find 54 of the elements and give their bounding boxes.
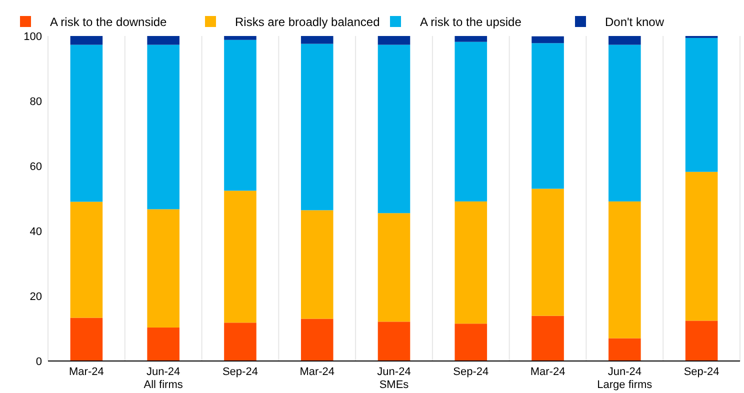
bar [300,210,334,319]
y-tick-label: 60 [30,160,42,173]
bar [454,42,488,202]
bar [532,188,564,316]
bar [224,36,256,40]
bar [608,36,641,45]
bar [300,44,334,210]
bar [608,338,641,361]
bar [378,36,410,45]
legend-label: A risk to the upside [420,15,522,29]
bar [532,316,564,361]
y-tick-label: 0 [36,356,42,368]
bar [378,322,410,361]
y-tick-label: 40 [30,226,42,238]
bar [532,36,564,44]
x-tick-label: Sep-24 [453,366,489,378]
bar [147,328,180,361]
bar [608,201,641,338]
bar [147,36,180,45]
bar [70,36,103,45]
bar [70,44,103,202]
legend-label: Don't know [605,15,664,29]
x-tick-label: Jun-24 All firms [144,366,184,391]
bar [454,36,488,42]
x-tick-label: Mar-24 [530,366,566,378]
bar [224,190,256,323]
bar [454,201,488,324]
bar [147,44,180,210]
bar [300,318,334,361]
x-tick-label: Sep-24 [222,366,258,378]
bar [378,44,410,214]
bar [70,318,103,361]
bar [147,209,180,328]
bar [454,324,488,361]
bar [685,172,718,321]
x-tick-label: Jun-24 SMEs [377,366,411,391]
bar [70,202,103,318]
x-tick-label: Jun-24 Large firms [597,366,653,391]
legend-label: A risk to the downside [50,15,168,29]
bar [685,320,718,361]
y-tick-label: 100 [24,30,42,43]
y-tick-label: 80 [30,96,42,108]
bar [608,44,641,202]
x-tick-label: Mar-24 [69,366,104,378]
x-tick-label: Sep-24 [684,366,720,378]
bar [300,36,334,44]
bar [224,40,256,191]
x-tick-label: Mar-24 [300,366,335,378]
bar [378,213,410,322]
bar [224,322,256,361]
bar [685,38,718,172]
y-tick-label: 20 [30,290,42,303]
legend-label: Risks are broadly balanced [235,15,380,29]
bar [532,43,564,189]
